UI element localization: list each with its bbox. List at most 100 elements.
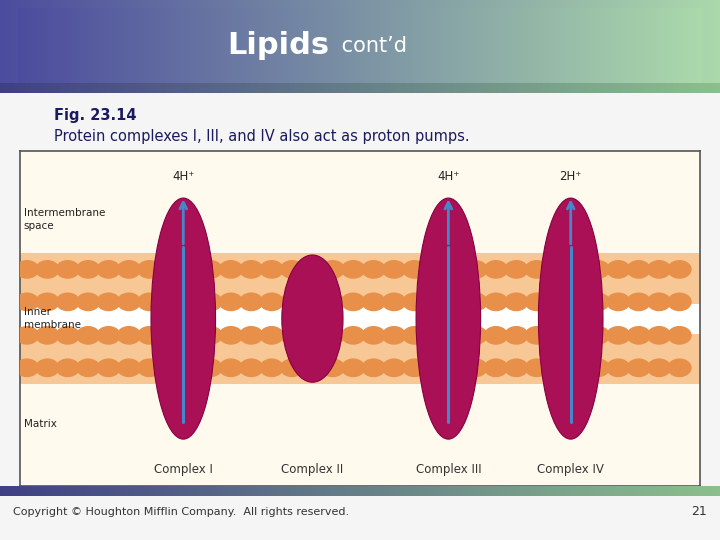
Ellipse shape [117,293,141,311]
Ellipse shape [178,260,202,279]
Ellipse shape [382,293,406,311]
Ellipse shape [416,198,481,439]
Ellipse shape [382,260,406,279]
Ellipse shape [402,326,427,345]
Ellipse shape [524,293,549,311]
Ellipse shape [423,359,447,377]
Ellipse shape [647,260,671,279]
Ellipse shape [76,260,100,279]
Ellipse shape [402,293,427,311]
Ellipse shape [484,293,508,311]
Ellipse shape [76,359,100,377]
Ellipse shape [667,260,692,279]
Ellipse shape [484,260,508,279]
Ellipse shape [35,326,60,345]
Ellipse shape [14,359,39,377]
Ellipse shape [320,326,345,345]
Ellipse shape [606,359,631,377]
Ellipse shape [137,260,161,279]
Ellipse shape [626,260,651,279]
Ellipse shape [158,293,182,311]
Ellipse shape [504,326,528,345]
Ellipse shape [96,293,121,311]
Ellipse shape [117,326,141,345]
Ellipse shape [626,293,651,311]
Ellipse shape [14,260,39,279]
Ellipse shape [361,359,386,377]
Text: cont’d: cont’d [335,36,407,56]
Ellipse shape [423,260,447,279]
Ellipse shape [647,293,671,311]
Ellipse shape [137,293,161,311]
Text: 4H⁺: 4H⁺ [437,170,459,183]
Text: Complex III: Complex III [415,463,481,476]
Ellipse shape [280,326,305,345]
Ellipse shape [300,359,325,377]
Ellipse shape [198,359,222,377]
Text: Fig. 23.14: Fig. 23.14 [54,108,137,123]
Ellipse shape [341,326,366,345]
Ellipse shape [96,326,121,345]
Ellipse shape [423,293,447,311]
Ellipse shape [280,260,305,279]
Bar [20,334,700,384]
Text: 2H⁺: 2H⁺ [559,170,582,183]
Ellipse shape [545,326,570,345]
Ellipse shape [565,359,590,377]
Ellipse shape [504,293,528,311]
Ellipse shape [443,293,467,311]
Ellipse shape [402,359,427,377]
Ellipse shape [219,293,243,311]
Ellipse shape [137,359,161,377]
Ellipse shape [96,359,121,377]
Text: Matrix: Matrix [24,419,56,429]
Ellipse shape [341,293,366,311]
Ellipse shape [76,326,100,345]
Ellipse shape [259,326,284,345]
Ellipse shape [382,359,406,377]
Ellipse shape [55,293,80,311]
Text: Intermembrane
space: Intermembrane space [24,208,105,232]
Ellipse shape [626,359,651,377]
Ellipse shape [55,359,80,377]
Ellipse shape [565,326,590,345]
Ellipse shape [198,326,222,345]
Ellipse shape [539,198,603,439]
Ellipse shape [484,359,508,377]
Ellipse shape [76,293,100,311]
Ellipse shape [382,326,406,345]
Ellipse shape [361,293,386,311]
Ellipse shape [463,260,487,279]
Ellipse shape [219,260,243,279]
Ellipse shape [585,359,610,377]
Ellipse shape [341,359,366,377]
Ellipse shape [443,326,467,345]
Ellipse shape [585,260,610,279]
Ellipse shape [524,260,549,279]
Ellipse shape [117,359,141,377]
Ellipse shape [606,260,631,279]
Text: Lipids: Lipids [227,31,329,60]
Ellipse shape [484,326,508,345]
Ellipse shape [239,260,264,279]
Ellipse shape [667,293,692,311]
Ellipse shape [239,326,264,345]
Ellipse shape [96,260,121,279]
Text: Protein complexes I, III, and IV also act as proton pumps.: Protein complexes I, III, and IV also ac… [54,129,469,144]
Ellipse shape [320,293,345,311]
Ellipse shape [14,293,39,311]
Ellipse shape [463,359,487,377]
Text: Inner
membrane: Inner membrane [24,307,81,330]
Text: Copyright © Houghton Mifflin Company.  All rights reserved.: Copyright © Houghton Mifflin Company. Al… [13,507,349,517]
Ellipse shape [626,326,651,345]
Ellipse shape [219,326,243,345]
Ellipse shape [545,293,570,311]
Ellipse shape [647,359,671,377]
Ellipse shape [300,326,325,345]
Ellipse shape [259,260,284,279]
Text: 21: 21 [691,505,707,518]
Ellipse shape [565,293,590,311]
Ellipse shape [300,260,325,279]
Ellipse shape [55,326,80,345]
Ellipse shape [667,359,692,377]
